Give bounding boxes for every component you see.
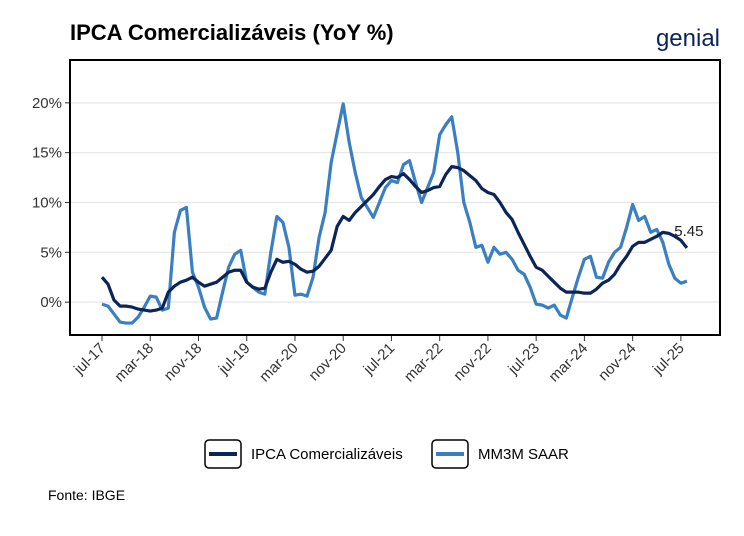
y-tick-label: 0%: [40, 294, 62, 311]
y-tick-label: 15%: [32, 145, 62, 162]
y-tick-label: 20%: [32, 95, 62, 112]
y-tick-label: 10%: [32, 194, 62, 211]
logo: genial: [656, 25, 720, 52]
source-note: Fonte: IBGE: [48, 487, 125, 503]
annotation: 5.45: [674, 223, 703, 240]
plot-frame: [69, 59, 721, 336]
y-tick-label: 5%: [40, 244, 62, 261]
legend-label: MM3M SAAR: [478, 446, 569, 463]
legend-label: IPCA Comercializáveis: [251, 446, 403, 463]
series-line: [100, 165, 689, 313]
series-line: [101, 102, 688, 325]
chart-title: IPCA Comercializáveis (YoY %): [70, 20, 394, 45]
